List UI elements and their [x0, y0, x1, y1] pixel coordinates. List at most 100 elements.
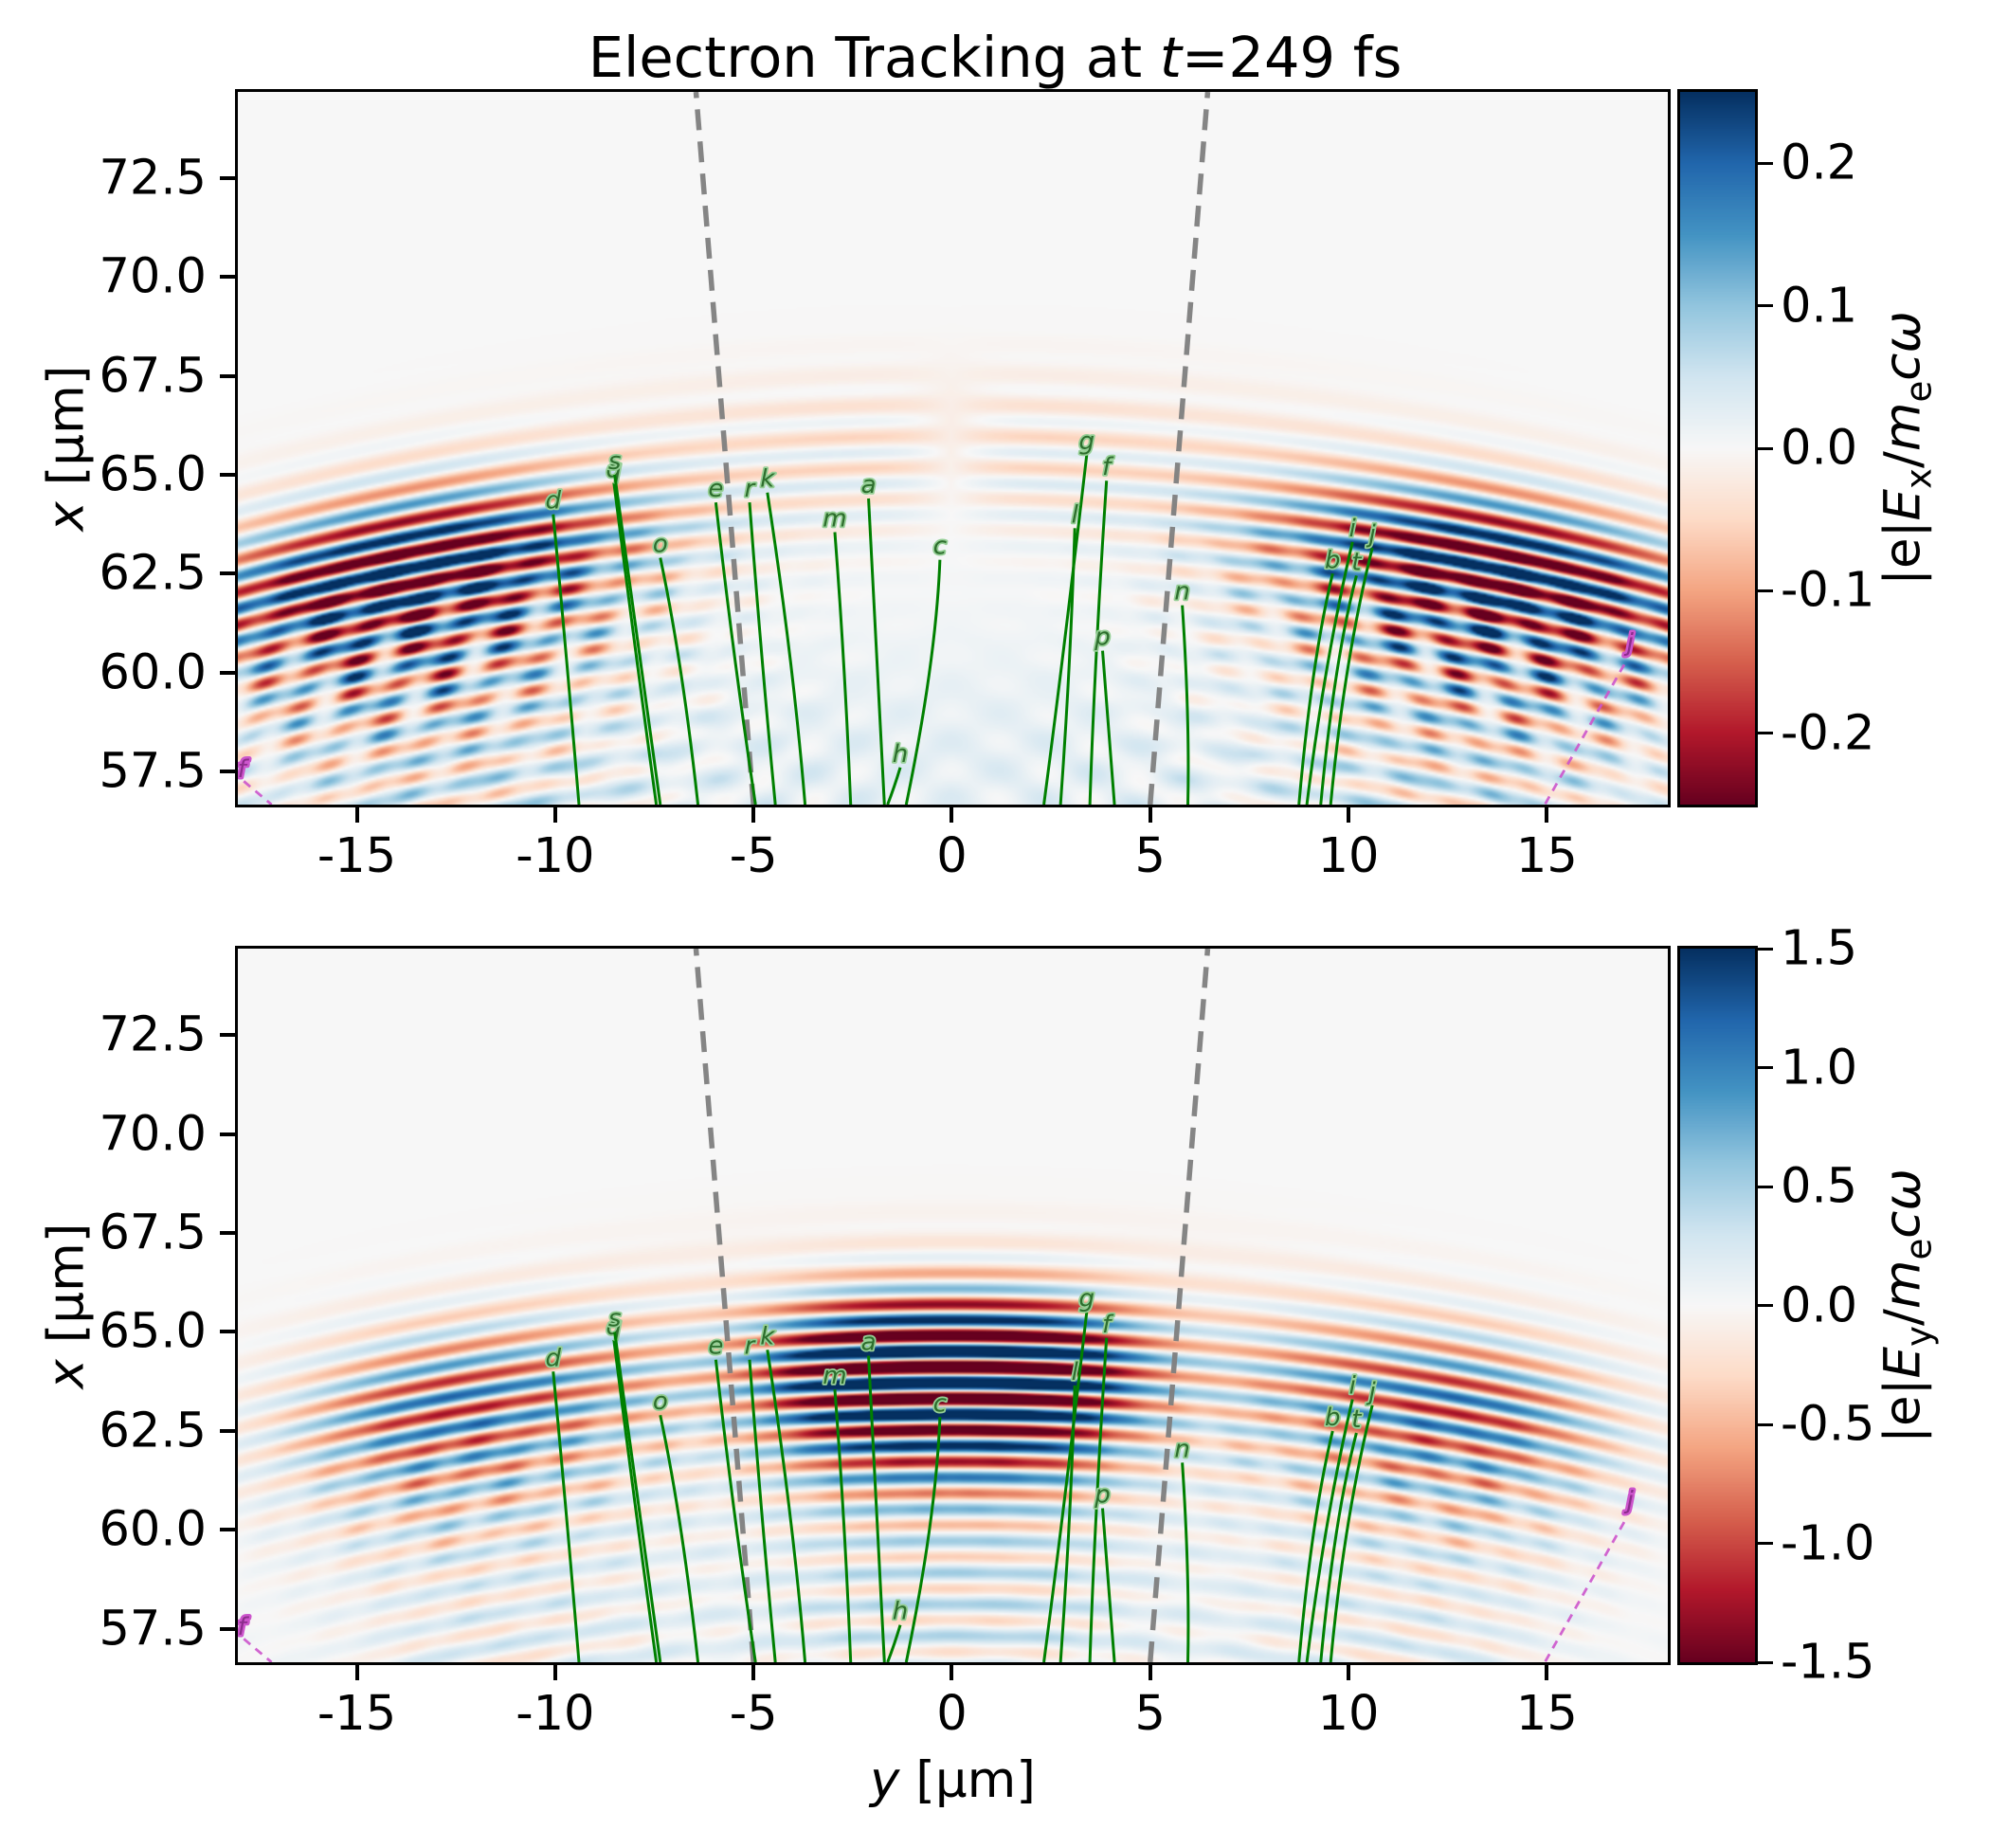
ylabel-top: x [μm]: [38, 366, 96, 532]
y-tick-label: 70.0: [99, 1106, 207, 1163]
x-tick-label: 10: [1317, 828, 1380, 884]
text-segment: [μm]: [37, 365, 96, 502]
text-segment: Electron Tracking at: [588, 25, 1160, 90]
colorbar-Ex: [1680, 92, 1755, 805]
x-tick-label: 15: [1515, 1686, 1578, 1742]
text-segment: x: [37, 501, 96, 532]
x-tick: [1545, 807, 1549, 823]
y-tick: [220, 670, 235, 675]
xlabel: y [μm]: [870, 1751, 1036, 1809]
colorbar-tick-label: 0.2: [1781, 135, 1858, 191]
y-tick: [220, 1231, 235, 1236]
y-tick: [220, 1033, 235, 1038]
x-tick: [552, 1665, 557, 1680]
text-segment: m: [1873, 1259, 1932, 1309]
x-tick: [1347, 1665, 1351, 1680]
y-tick: [220, 1428, 235, 1433]
x-tick: [354, 807, 359, 823]
colorbar-tick: [1758, 589, 1773, 592]
text-segment: [μm]: [899, 1751, 1036, 1809]
plot-title: Electron Tracking at t=249 fs: [0, 25, 1990, 90]
text-segment: =249 fs: [1182, 25, 1402, 90]
colorbar-tick-label: 0.0: [1781, 1277, 1858, 1333]
heatmap-Ey: [238, 949, 1668, 1662]
x-tick: [950, 1665, 954, 1680]
x-tick: [751, 807, 756, 823]
x-tick-label: -5: [729, 1686, 778, 1742]
y-tick: [220, 1528, 235, 1532]
colorbar-tick-label: -0.1: [1781, 562, 1875, 619]
x-tick-label: -15: [317, 1686, 397, 1742]
text-segment: x: [37, 1358, 96, 1388]
colorbar-tick-label: -1.5: [1781, 1634, 1875, 1691]
y-tick-label: 57.5: [99, 1601, 207, 1658]
x-tick-label: 10: [1317, 1686, 1380, 1742]
x-tick-label: -15: [317, 828, 397, 884]
y-tick: [220, 769, 235, 773]
x-tick: [1347, 807, 1351, 823]
text-segment: e: [1898, 380, 1940, 403]
colorbar-tick: [1758, 1542, 1773, 1545]
colorbar-tick: [1758, 1660, 1773, 1664]
y-tick-label: 60.0: [99, 1501, 207, 1558]
colorbar-tick-label: 0.5: [1781, 1158, 1858, 1215]
colorbar-tick-label: 0.1: [1781, 278, 1858, 335]
x-tick: [1545, 1665, 1549, 1680]
y-tick-label: 65.0: [99, 1303, 207, 1360]
y-tick: [220, 1330, 235, 1334]
text-segment: cω: [1873, 311, 1932, 381]
text-segment: t: [1159, 25, 1182, 90]
y-tick: [220, 571, 235, 576]
y-tick: [220, 373, 235, 378]
text-segment: |e|: [1873, 1377, 1932, 1443]
x-tick-label: 0: [936, 1686, 968, 1742]
colorbar-tick-label: -0.2: [1781, 705, 1875, 762]
y-tick-label: 62.5: [99, 545, 207, 602]
x-tick: [552, 807, 557, 823]
y-tick-label: 72.5: [99, 150, 207, 207]
y-tick-label: 70.0: [99, 248, 207, 305]
colorbar-tick: [1758, 732, 1773, 735]
colorbar-tick-label: 0.0: [1781, 420, 1858, 477]
colorbar-tick-label: 1.5: [1781, 920, 1858, 977]
y-tick-label: 57.5: [99, 743, 207, 800]
x-tick: [950, 807, 954, 823]
text-segment: /: [1873, 1308, 1932, 1326]
colorbar-tick: [1758, 161, 1773, 165]
y-tick: [220, 175, 235, 180]
colorbar-tick-label: -0.5: [1781, 1396, 1875, 1453]
y-tick: [220, 472, 235, 477]
x-tick: [751, 1665, 756, 1680]
colorbar-tick-label: 1.0: [1781, 1040, 1858, 1096]
colorbar-tick: [1758, 304, 1773, 308]
y-tick: [220, 1132, 235, 1136]
text-segment: /: [1873, 451, 1932, 469]
y-tick-label: 72.5: [99, 1006, 207, 1063]
y-tick: [220, 275, 235, 280]
text-segment: E: [1873, 488, 1932, 521]
colorbar-Ey: [1680, 949, 1755, 1662]
y-tick-label: 62.5: [99, 1403, 207, 1459]
x-tick: [1148, 1665, 1152, 1680]
colorbar-label-Ex: |e|Ex/mecω: [1874, 311, 1940, 586]
colorbar-tick: [1758, 1304, 1773, 1307]
ylabel-bottom: x [μm]: [38, 1223, 96, 1388]
text-segment: E: [1873, 1346, 1932, 1378]
x-tick-label: 5: [1134, 828, 1166, 884]
text-segment: y: [870, 1751, 900, 1809]
text-segment: x: [1898, 468, 1940, 489]
text-segment: |e|: [1873, 520, 1932, 586]
y-tick-label: 60.0: [99, 644, 207, 701]
text-segment: e: [1898, 1238, 1940, 1260]
colorbar-tick: [1758, 1066, 1773, 1069]
x-tick-label: 0: [936, 828, 968, 884]
colorbar-tick: [1758, 446, 1773, 450]
x-tick-label: -10: [516, 1686, 595, 1742]
text-segment: y: [1898, 1325, 1940, 1347]
heatmap-Ex: [238, 92, 1668, 805]
x-tick: [354, 1665, 359, 1680]
y-tick: [220, 1626, 235, 1631]
text-segment: [μm]: [37, 1223, 96, 1359]
x-tick: [1148, 807, 1152, 823]
